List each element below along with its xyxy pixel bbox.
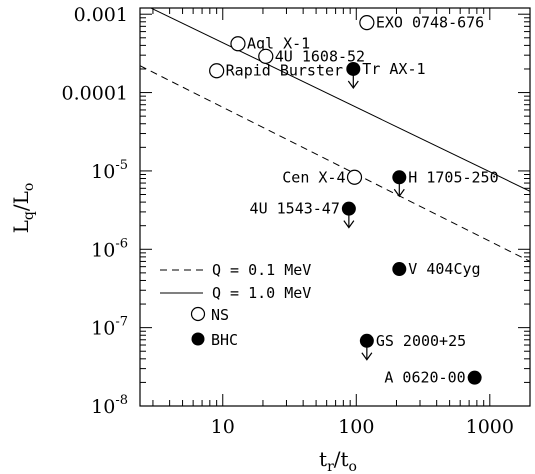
legend-filled-marker (191, 332, 205, 346)
point-label: Aql X-1 (247, 35, 310, 53)
y-axis-label: Lq/Lo (9, 183, 37, 234)
series-lines (140, 8, 530, 262)
point-label: 4U 1608-52 (275, 47, 365, 65)
data-point: Cen X-4 (282, 168, 363, 186)
y-tick-label: 0.001 (74, 4, 128, 26)
legend-label-q01: Q = 0.1 MeV (212, 261, 311, 279)
open-marker (359, 15, 375, 31)
y-tick-label: 10-8 (91, 393, 128, 418)
y-tick-label: 10-5 (91, 158, 128, 183)
data-point: Tr AX-1 (346, 60, 426, 90)
solid-line (149, 8, 530, 192)
data-point: V 404Cyg (392, 260, 481, 278)
x-tick-label: 10 (211, 416, 235, 438)
open-marker (230, 36, 246, 52)
arrow-head (343, 220, 355, 229)
data-point: Rapid Burster (209, 62, 343, 80)
y-tick-label: 10-7 (91, 315, 128, 340)
point-label: A 0620-00 (384, 369, 465, 387)
point-label: Cen X-4 (282, 168, 345, 186)
legend-label-q10: Q = 1.0 MeV (212, 284, 311, 302)
point-label: Rapid Burster (226, 62, 343, 80)
legend-open-marker (190, 306, 206, 322)
data-point: H 1705-250 (392, 168, 499, 198)
point-label: H 1705-250 (408, 168, 498, 186)
filled-marker (392, 262, 407, 277)
tick-labels: 10 100 1000 0.001 0.0001 10-5 10-6 10-7 10-8 (62, 4, 514, 438)
x-axis-label: tr/to (319, 447, 357, 474)
dashed-line (140, 65, 530, 262)
x-tick-label: 1000 (466, 416, 514, 438)
arrow-head (361, 352, 373, 361)
open-marker (258, 48, 274, 64)
x-tick-label: 100 (338, 416, 374, 438)
point-label: V 404Cyg (408, 260, 480, 278)
data-point: 4U 1608-52 (258, 47, 365, 65)
plot-frame (139, 7, 531, 407)
axis-ticks (140, 8, 531, 407)
point-label: Tr AX-1 (362, 60, 425, 78)
filled-marker (346, 61, 361, 76)
data-point: EXO 0748-676 (359, 14, 484, 32)
data-point: GS 2000+25 (359, 332, 466, 361)
arrow-head (393, 188, 405, 198)
y-tick-label: 10-6 (91, 236, 128, 261)
filled-marker (359, 333, 374, 348)
open-marker (209, 63, 225, 79)
filled-marker (392, 170, 407, 185)
legend: Q = 0.1 MeV Q = 1.0 MeV NS BHC (160, 261, 311, 349)
legend-label-bhc: BHC (211, 331, 238, 349)
open-marker (346, 169, 363, 185)
data-point: Aql X-1 (230, 35, 310, 53)
legend-label-ns: NS (211, 306, 229, 324)
point-label: GS 2000+25 (376, 332, 466, 350)
filled-marker (341, 201, 356, 216)
arrow-head (347, 80, 359, 90)
data-point: A 0620-00 (384, 369, 482, 387)
point-label: 4U 1543-47 (250, 200, 340, 218)
point-label: EXO 0748-676 (376, 14, 484, 32)
data-point: 4U 1543-47 (250, 200, 356, 229)
y-tick-label: 0.0001 (62, 83, 128, 105)
filled-marker (467, 370, 482, 385)
